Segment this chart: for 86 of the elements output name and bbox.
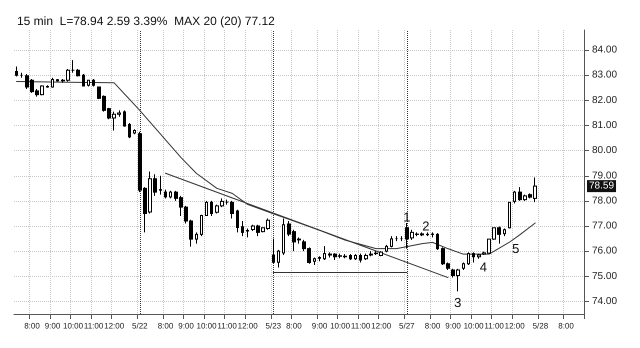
candlestick xyxy=(159,175,162,196)
annotation: 2 xyxy=(422,218,430,234)
y-tick-label: 83.00 xyxy=(592,70,618,81)
candlestick xyxy=(51,77,54,88)
y-tick-label: 77.00 xyxy=(592,220,618,232)
candlestick xyxy=(323,246,326,260)
y-tick-label: 78.00 xyxy=(592,195,618,206)
y-tick-label: 82.00 xyxy=(592,94,618,106)
x-tick-label: 9:00 xyxy=(44,322,61,330)
candlestick xyxy=(205,200,208,216)
candlestick xyxy=(349,254,352,260)
candlestick xyxy=(508,202,511,230)
x-tick-label: 11:00 xyxy=(350,322,371,330)
candlestick xyxy=(133,128,136,135)
y-tick-label: 75.00 xyxy=(592,270,618,282)
y-tick-label: 79.00 xyxy=(592,170,618,182)
candlestick xyxy=(467,252,470,266)
x-tick-label: 10:00 xyxy=(330,322,351,330)
candlestick xyxy=(272,238,275,264)
y-tick-label: 76.00 xyxy=(592,246,618,257)
annotation: 5 xyxy=(512,241,520,256)
candlestick xyxy=(400,236,403,242)
x-tick-label: 11:00 xyxy=(84,322,104,330)
x-tick-label: 8:00 xyxy=(286,322,302,330)
candlestick xyxy=(210,200,213,216)
candlestick xyxy=(282,218,285,256)
candlestick xyxy=(385,244,388,253)
candlestick xyxy=(503,228,506,237)
y-tick-label: 80.00 xyxy=(592,145,618,156)
candlestick xyxy=(128,122,131,139)
x-tick-label: 8:00 xyxy=(24,322,40,330)
x-tick-label: 8:00 xyxy=(424,322,441,330)
candlestick xyxy=(241,220,244,237)
annotation: 78.59 xyxy=(589,180,614,192)
candlestick xyxy=(390,236,393,248)
annotation: 4 xyxy=(480,260,487,274)
candlestick xyxy=(513,190,516,204)
candlestick xyxy=(318,256,321,262)
candlestick xyxy=(313,256,316,266)
y-tick-label: 81.00 xyxy=(592,120,618,132)
candlestick xyxy=(426,232,429,237)
x-tick-label: 12:00 xyxy=(104,322,125,330)
candlestick xyxy=(195,232,198,244)
candlestick xyxy=(431,232,434,238)
x-tick-label: 5/27 xyxy=(399,322,416,330)
x-tick-label: 8:00 xyxy=(558,322,574,330)
x-tick-label: 12:00 xyxy=(371,322,392,330)
x-tick-label: 12:00 xyxy=(238,322,258,330)
candlestick xyxy=(436,232,439,250)
x-tick-label: 12:00 xyxy=(504,322,526,330)
x-tick-label: 8:00 xyxy=(158,322,174,330)
candlestick xyxy=(46,84,49,88)
x-tick-label: 11:00 xyxy=(484,322,504,330)
chart-title: 15 min L=78.94 2.59 3.39% MAX 20 (20) 77.12 xyxy=(17,14,276,28)
candlestick xyxy=(395,236,398,242)
y-tick-label: 84.00 xyxy=(592,44,618,56)
candlestick xyxy=(277,249,280,268)
x-tick-label: 5/22 xyxy=(132,322,148,330)
candlestick xyxy=(15,66,18,77)
x-tick-label: 10:00 xyxy=(196,322,218,330)
candlestick xyxy=(123,110,126,128)
candlestick xyxy=(462,262,465,271)
candlestick xyxy=(359,253,362,263)
candlestick xyxy=(20,72,23,78)
x-tick-label: 10:00 xyxy=(464,322,484,330)
x-tick-label: 5/23 xyxy=(266,322,282,330)
x-tick-label: 11:00 xyxy=(217,322,238,330)
x-tick-label: 9:00 xyxy=(178,322,194,330)
candlestick xyxy=(169,190,172,199)
annotation: 1 xyxy=(403,210,410,225)
x-tick-label: 9:00 xyxy=(312,322,328,330)
x-tick-label: 5/28 xyxy=(532,322,549,330)
candlestick xyxy=(200,214,203,237)
x-tick-label: 10:00 xyxy=(63,322,84,330)
annotation: 3 xyxy=(454,295,462,310)
candlestick xyxy=(354,254,357,260)
candlestick xyxy=(236,209,239,233)
candlestick xyxy=(92,78,95,88)
candlestick xyxy=(477,253,481,260)
x-tick-label: 9:00 xyxy=(445,322,462,330)
candlestick xyxy=(164,189,167,199)
candlestick xyxy=(82,73,85,88)
y-tick-label: 74.00 xyxy=(592,296,618,307)
candlestick xyxy=(87,79,90,88)
candlestick xyxy=(472,252,475,263)
candlestick xyxy=(246,228,249,238)
